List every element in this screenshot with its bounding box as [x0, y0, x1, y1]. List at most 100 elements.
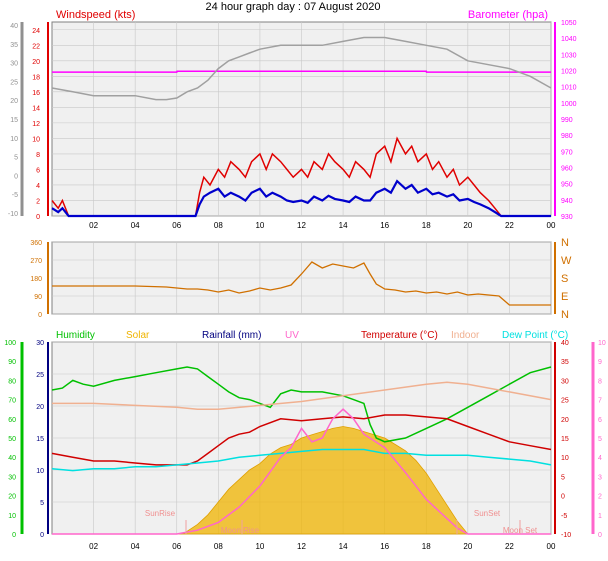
series-area-solar	[52, 426, 551, 535]
y-tick-label-compass: W	[561, 255, 572, 267]
legend-entry: Humidity	[56, 330, 95, 341]
y-tick-label-barometer: 1010	[561, 85, 577, 92]
y-tick-label-uv: 2	[598, 494, 602, 501]
y-tick-label-humidity: 60	[8, 417, 16, 424]
x-tick-label: 22	[505, 542, 514, 551]
y-tick-label-barometer: 1020	[561, 69, 577, 76]
series-line-barometer	[52, 70, 551, 73]
y-tick-label-uv: 4	[598, 455, 602, 462]
y-tick-label-temperature: 15	[561, 436, 569, 443]
legend-entry: Dew Point (°C)	[502, 330, 568, 341]
y-tick-label-temperature: 10	[561, 455, 569, 462]
y-tick-label-humidity: 0	[12, 532, 16, 539]
legend-entry: Rainfall (mm)	[202, 330, 261, 341]
y-tick-label-uv: 7	[598, 398, 602, 405]
y-tick-label-barometer: 930	[561, 214, 573, 221]
y-tick-label-uv: 0	[598, 532, 602, 539]
x-tick-label: 00	[547, 221, 556, 230]
y-tick-label-compass: E	[561, 291, 568, 303]
x-tick-label: 22	[505, 221, 514, 230]
legend-entry: Temperature (°C)	[361, 330, 438, 341]
x-tick-label: 16	[380, 542, 389, 551]
x-tick-label: 12	[297, 542, 306, 551]
series-line-uv	[52, 408, 551, 535]
series-line-dew-point-c	[51, 448, 552, 472]
y-tick-label-windspeed: 18	[32, 74, 40, 81]
y-tick-label-humidity: 20	[8, 494, 16, 501]
y-tick-label-barometer: 960	[561, 166, 573, 173]
y-tick-label-rainfall: 15	[36, 436, 44, 443]
y-tick-label-humidity: 40	[8, 455, 16, 462]
legend-entry: UV	[285, 330, 299, 341]
annotation-label: SunSet	[474, 509, 501, 518]
y-tick-label-uv: 9	[598, 359, 602, 366]
y-tick-label-humidity: 50	[8, 436, 16, 443]
y-tick-label-windspeed: 2	[36, 198, 40, 205]
y-tick-label-direction: 270	[30, 258, 42, 265]
y-tick-label-temperature: 40	[561, 340, 569, 347]
y-tick-label-direction: 0	[38, 312, 42, 319]
x-tick-label: 14	[339, 542, 348, 551]
y-tick-label-compass: N	[561, 237, 569, 249]
y-tick-label-windspeed: 20	[32, 59, 40, 66]
x-tick-label: 18	[422, 542, 431, 551]
x-tick-label: 08	[214, 221, 223, 230]
y-tick-label-rainfall: 20	[36, 404, 44, 411]
y-tick-label-outer: 0	[14, 173, 18, 180]
x-tick-label: 04	[131, 542, 140, 551]
y-tick-label-windspeed: 6	[36, 167, 40, 174]
y-tick-label-windspeed: 0	[36, 214, 40, 221]
y-tick-label-direction: 360	[30, 240, 42, 247]
y-tick-label-uv: 1	[598, 513, 602, 520]
y-tick-label-rainfall: 10	[36, 468, 44, 475]
series-line-wind-direction	[52, 261, 551, 306]
y-tick-label-rainfall: 0	[40, 532, 44, 539]
annotation-label: Moon Rise	[221, 526, 260, 535]
axis-title-windspeed: Windspeed (kts)	[56, 9, 135, 21]
y-tick-label-barometer: 980	[561, 133, 573, 140]
y-tick-label-uv: 8	[598, 378, 602, 385]
y-tick-label-compass: N	[561, 309, 569, 321]
y-tick-label-uv: 5	[598, 436, 602, 443]
y-tick-label-barometer: 1030	[561, 52, 577, 59]
series-line-indoor	[52, 381, 552, 410]
x-tick-label: 06	[172, 221, 181, 230]
y-tick-label-outer: 30	[10, 61, 18, 68]
legend-entry: Indoor	[451, 330, 480, 341]
y-tick-label-humidity: 90	[8, 359, 16, 366]
annotation-label: SunRise	[145, 509, 176, 518]
y-tick-label-barometer: 1000	[561, 101, 577, 108]
y-tick-label-outer: 10	[10, 136, 18, 143]
y-tick-label-temperature: 35	[561, 359, 569, 366]
x-tick-label: 18	[422, 221, 431, 230]
x-tick-label: 10	[255, 221, 264, 230]
x-tick-label: 08	[214, 542, 223, 551]
y-tick-label-rainfall: 25	[36, 372, 44, 379]
y-tick-label-outer: 40	[10, 23, 18, 30]
y-tick-label-windspeed: 10	[32, 136, 40, 143]
y-tick-label-temperature: 30	[561, 378, 569, 385]
y-tick-label-uv: 3	[598, 474, 602, 481]
y-tick-label-barometer: 990	[561, 117, 573, 124]
y-tick-label-windspeed: 4	[36, 183, 40, 190]
y-tick-label-humidity: 70	[8, 398, 16, 405]
y-tick-label-barometer: 970	[561, 149, 573, 156]
y-tick-label-windspeed: 16	[32, 90, 40, 97]
series-line-temperature-c	[51, 414, 552, 466]
y-tick-label-outer: 35	[10, 42, 18, 49]
y-tick-label-outer: -10	[8, 211, 18, 218]
y-tick-label-temperature: -5	[561, 513, 567, 520]
x-tick-label: 02	[89, 221, 98, 230]
y-tick-label-humidity: 100	[4, 340, 16, 347]
y-tick-label-rainfall: 30	[36, 340, 44, 347]
y-tick-label-compass: S	[561, 273, 568, 285]
y-tick-label-windspeed: 24	[32, 28, 40, 35]
x-tick-label: 20	[463, 221, 472, 230]
y-tick-label-direction: 180	[30, 276, 42, 283]
y-tick-label-temperature: 25	[561, 398, 569, 405]
x-tick-label: 10	[255, 542, 264, 551]
series-line-humidity	[51, 366, 552, 443]
y-tick-label-outer: -5	[12, 192, 18, 199]
y-tick-label-barometer: 950	[561, 182, 573, 189]
y-tick-label-barometer: 1050	[561, 20, 577, 27]
